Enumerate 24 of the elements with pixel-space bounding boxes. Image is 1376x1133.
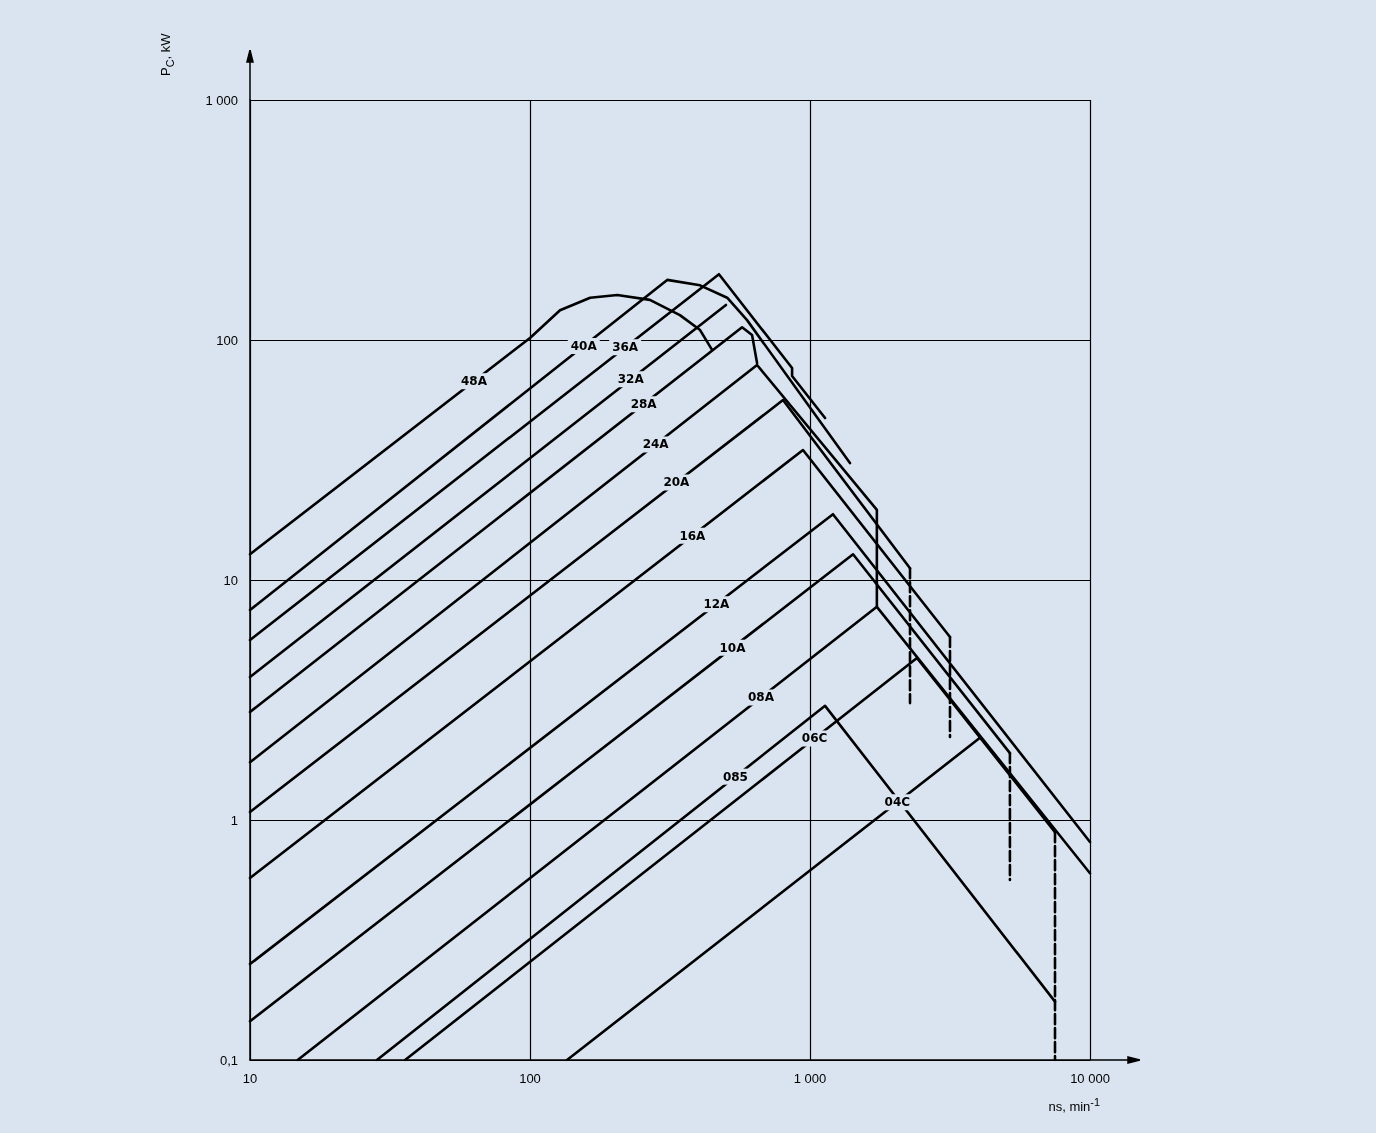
series-label: 12A: [703, 597, 731, 612]
y-tick-label: 0,1: [219, 1052, 238, 1068]
x-tick-label: 10 000: [1070, 1071, 1110, 1086]
series-label: 28A: [630, 397, 658, 412]
series-label: 40A: [570, 338, 598, 353]
series-label: 24A: [642, 437, 670, 452]
series-label: 36A: [612, 340, 639, 355]
x-axis-title: ns, min$^{-1}$: [1048, 1096, 1100, 1115]
series-label: 16A: [679, 528, 707, 543]
series-label: 04C: [884, 795, 911, 810]
y-tick-label: 1: [230, 812, 238, 828]
series-label: 06C: [801, 731, 828, 746]
y-tick-label: 10: [223, 572, 238, 588]
x-tick-label: 1 000: [793, 1071, 827, 1086]
series-label: 08A: [748, 690, 775, 705]
y-tick-label: 100: [216, 332, 238, 348]
series-label: 085: [722, 769, 748, 784]
y-tick-label: 1 000: [205, 92, 238, 108]
series-label: 48A: [461, 374, 488, 389]
x-tick-label: 10: [242, 1071, 258, 1086]
x-tick-label: 100: [519, 1071, 541, 1086]
series-label: 10A: [719, 640, 747, 655]
series-label: 20A: [663, 475, 691, 490]
series-label: 32A: [617, 372, 645, 387]
